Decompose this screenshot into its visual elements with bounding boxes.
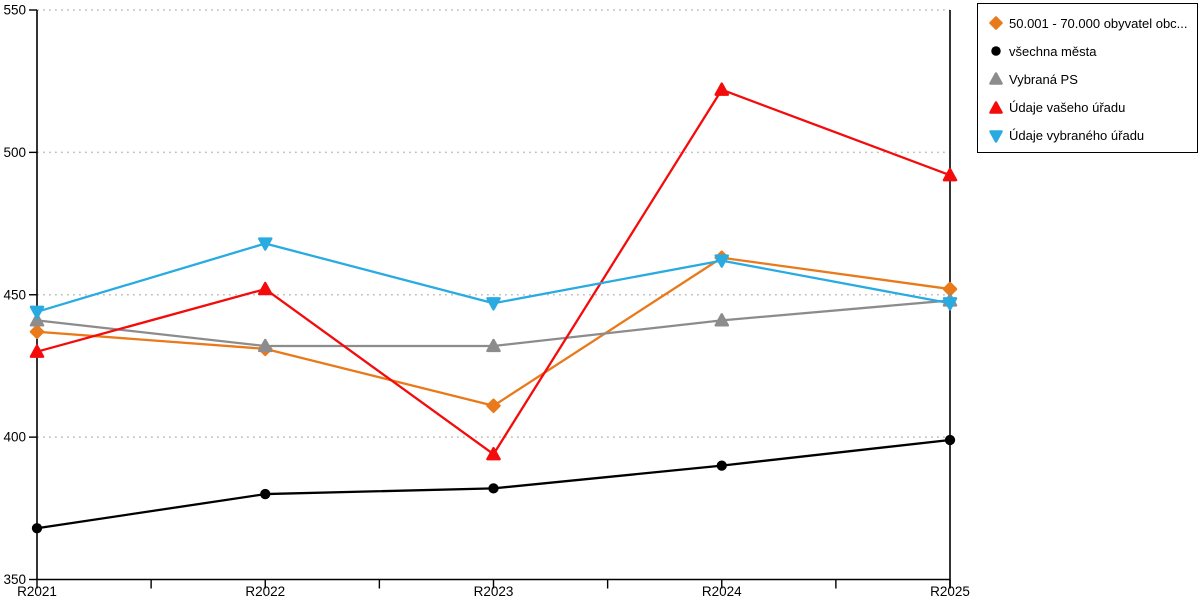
data-point-marker xyxy=(989,72,1003,86)
x-tick-label: R2021 xyxy=(17,584,57,599)
data-point-marker xyxy=(991,46,1001,57)
legend-item-your-office[interactable]: Údaje vašeho úřadu xyxy=(989,94,1193,122)
legend-label: 50.001 - 70.000 obyvatel obc... xyxy=(1009,15,1188,31)
data-point-marker xyxy=(486,297,501,311)
legend-item-selected-office[interactable]: Údaje vybraného úřadu xyxy=(989,122,1193,150)
legend-triangle-down-cyan-icon xyxy=(989,130,1003,143)
data-point-marker xyxy=(31,523,43,534)
data-point-marker xyxy=(258,237,273,251)
y-tick-label: 500 xyxy=(3,145,26,160)
y-tick-label: 350 xyxy=(3,572,26,587)
legend-label: Údaje vybraného úřadu xyxy=(1009,128,1145,144)
x-tick-label: R2022 xyxy=(245,584,285,599)
legend-label: Vybraná PS xyxy=(1009,71,1078,87)
legend: 50.001 - 70.000 obyvatel obc... všechna … xyxy=(977,3,1198,153)
data-point-marker xyxy=(29,305,45,320)
data-point-marker xyxy=(29,313,45,327)
x-tick-label: R2025 xyxy=(930,584,970,599)
data-point-marker xyxy=(258,338,273,353)
data-point-marker xyxy=(989,100,1003,114)
legend-circle-icon xyxy=(991,46,1001,57)
x-tick-label: R2023 xyxy=(474,584,514,599)
data-point-marker xyxy=(989,16,1003,30)
legend-triangle-up-gray-icon xyxy=(989,72,1003,86)
data-point-marker xyxy=(942,297,958,311)
data-point-marker xyxy=(486,398,501,414)
y-tick-label: 400 xyxy=(3,430,26,445)
data-point-marker xyxy=(942,167,958,182)
legend-label: Údaje vašeho úřadu xyxy=(1009,100,1126,116)
data-point-marker xyxy=(714,82,729,96)
data-point-marker xyxy=(260,488,271,500)
data-point-marker xyxy=(714,254,729,268)
legend-triangle-up-red-icon xyxy=(989,100,1003,114)
legend-diamond-icon xyxy=(989,16,1003,30)
data-point-marker xyxy=(488,483,499,494)
legend-label: všechna města xyxy=(1009,43,1097,59)
data-point-marker xyxy=(716,460,727,471)
y-tick-label: 450 xyxy=(3,287,26,302)
data-point-marker xyxy=(29,344,45,358)
data-point-marker xyxy=(944,434,956,446)
legend-item-all-cities[interactable]: všechna města xyxy=(989,37,1193,65)
legend-item-selected-ps[interactable]: Vybraná PS xyxy=(989,65,1193,93)
data-point-marker xyxy=(714,313,729,327)
data-point-marker xyxy=(486,446,501,461)
legend-item-size-group[interactable]: 50.001 - 70.000 obyvatel obc... xyxy=(989,9,1193,37)
data-point-marker xyxy=(29,324,45,340)
data-point-marker xyxy=(989,130,1003,143)
series-line-0 xyxy=(35,256,952,407)
y-tick-label: 550 xyxy=(3,3,26,18)
data-point-marker xyxy=(486,338,501,353)
data-point-marker xyxy=(258,281,273,296)
x-tick-label: R2024 xyxy=(702,584,742,599)
